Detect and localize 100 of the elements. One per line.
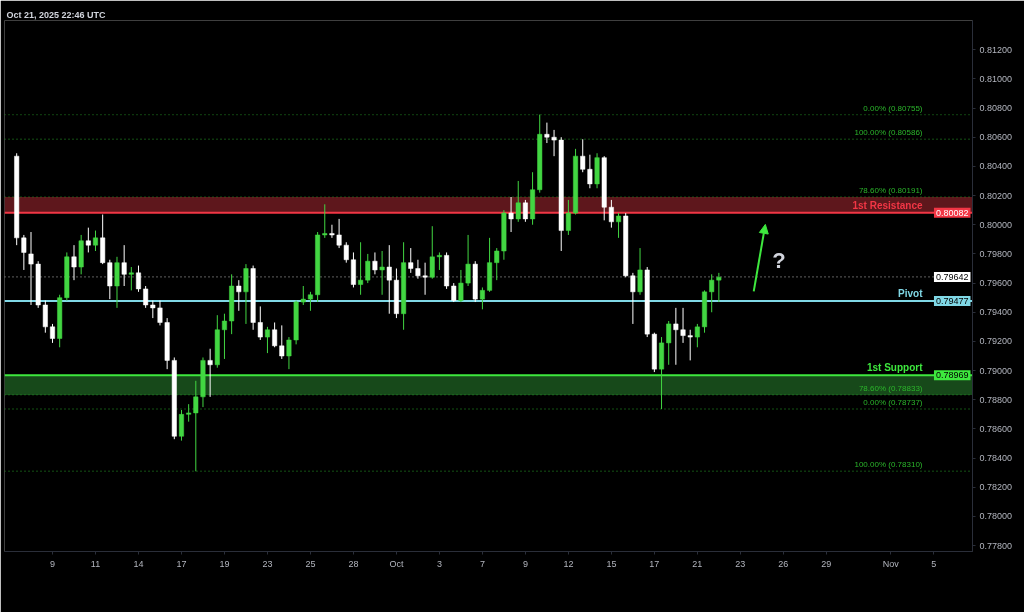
x-tick-label: Oct xyxy=(389,558,404,569)
x-tick-label: 9 xyxy=(522,558,528,569)
candlestick xyxy=(580,138,586,173)
ref-line-label: 1st Resistance xyxy=(852,199,923,211)
candlestick xyxy=(128,266,134,291)
x-tick-label: 5 xyxy=(931,558,937,569)
ref-line-label: Pivot xyxy=(898,288,924,300)
x-tick-label: 25 xyxy=(305,558,316,569)
x-tick-label: 3 xyxy=(436,558,442,569)
candlestick xyxy=(207,348,213,398)
y-tick-label: 0.80600 xyxy=(979,132,1013,143)
x-tick-label: Nov xyxy=(882,558,900,569)
candlestick xyxy=(544,122,550,144)
candlestick xyxy=(465,234,471,287)
x-tick-label: 21 xyxy=(692,558,703,569)
candlestick xyxy=(522,199,528,223)
y-tick-label: 0.80400 xyxy=(979,161,1013,172)
y-tick-label: 0.80000 xyxy=(979,219,1013,230)
ref-line-label: 0.00% (0.80755) xyxy=(863,103,923,113)
ref-line-label: 100.00% (0.80586) xyxy=(854,128,923,138)
candlestick xyxy=(264,326,270,354)
x-tick-label: 17 xyxy=(176,558,187,569)
candlestick xyxy=(28,231,34,306)
y-tick-label: 0.79200 xyxy=(979,336,1013,347)
x-tick-label: 7 xyxy=(479,558,485,569)
candlestick xyxy=(222,313,227,360)
ref-line-label: 0.00% (0.78737) xyxy=(863,397,923,407)
candlestick xyxy=(386,244,392,315)
candlestick xyxy=(429,225,435,280)
y-tick-label: 0.78000 xyxy=(979,511,1013,522)
y-tick-label: 0.80200 xyxy=(979,190,1013,201)
y-tick-label: 0.77800 xyxy=(979,540,1013,551)
y-tick-label: 0.81200 xyxy=(979,44,1013,55)
candlestick xyxy=(365,253,371,284)
candlestick xyxy=(694,323,700,348)
y-tick-label: 0.79800 xyxy=(979,248,1013,259)
candlestick xyxy=(616,212,622,239)
ref-line-label: 78.60% (0.80191) xyxy=(858,185,923,195)
candlestick xyxy=(136,265,141,293)
candlestick xyxy=(272,321,278,348)
candlestick xyxy=(637,247,643,296)
annotation: 0.79642 xyxy=(935,271,969,282)
x-tick-label: 26 xyxy=(778,558,789,569)
ref-line-label: 78.60% (0.78833) xyxy=(858,383,923,393)
candlestick xyxy=(608,199,614,229)
x-tick-label: 12 xyxy=(563,558,574,569)
candlestick xyxy=(451,282,457,303)
x-tick-label: 15 xyxy=(606,558,617,569)
candlestick xyxy=(479,286,485,310)
candlestick xyxy=(114,256,120,309)
candlestick xyxy=(193,380,199,472)
x-tick-label: 14 xyxy=(133,558,144,569)
candlestick xyxy=(121,244,127,287)
candlestick xyxy=(458,269,464,303)
candlestick xyxy=(587,154,593,189)
chart-title: Oct 21, 2025 22:46 UTC xyxy=(6,9,107,20)
candlestick xyxy=(358,241,364,296)
candlestick xyxy=(372,251,378,275)
ref-line-label: 100.00% (0.78310) xyxy=(854,460,923,470)
candlestick xyxy=(515,180,521,223)
x-tick-label: 28 xyxy=(348,558,359,569)
y-tick-label: 0.81000 xyxy=(979,73,1013,84)
x-tick-label: 9 xyxy=(50,558,56,569)
candlestick xyxy=(329,224,335,239)
candlestick xyxy=(307,291,313,312)
candlestick xyxy=(565,199,571,236)
y-tick-label: 0.78200 xyxy=(979,482,1013,493)
ref-line-label: 1st Support xyxy=(866,362,924,374)
y-tick-label: 0.78400 xyxy=(979,453,1013,464)
x-tick-label: 19 xyxy=(219,558,230,569)
y-tick-label: 0.79400 xyxy=(979,307,1013,318)
x-tick-label: 23 xyxy=(735,558,746,569)
y-tick-label: 0.79600 xyxy=(979,278,1013,289)
candlestick xyxy=(379,250,385,296)
x-tick-label: 23 xyxy=(262,558,273,569)
y-tick-label: 0.79000 xyxy=(979,365,1013,376)
annotation: 0.78969 xyxy=(935,370,969,381)
annotation: ? xyxy=(772,248,786,274)
y-tick-label: 0.78800 xyxy=(979,394,1013,405)
candlestick xyxy=(666,320,672,366)
x-tick-label: 17 xyxy=(649,558,660,569)
candlestick xyxy=(279,324,285,360)
x-tick-label: 29 xyxy=(821,558,832,569)
candlestick xyxy=(236,279,242,312)
candlestick xyxy=(508,196,514,233)
candlestick xyxy=(322,203,328,239)
x-tick-label: 11 xyxy=(90,558,101,569)
candlestick xyxy=(50,323,55,344)
candlestick xyxy=(85,227,91,253)
y-tick-label: 0.80800 xyxy=(979,103,1013,114)
candlestick xyxy=(494,247,500,281)
candlestick xyxy=(93,230,98,252)
candlestick xyxy=(243,263,249,325)
candlestick xyxy=(286,336,292,370)
y-tick-label: 0.78600 xyxy=(979,423,1013,434)
candlestick xyxy=(300,285,306,306)
annotation: 0.79477 xyxy=(935,296,969,307)
candlestick xyxy=(179,409,184,442)
candlestick xyxy=(71,244,77,281)
annotation: 0.80082 xyxy=(935,207,969,218)
